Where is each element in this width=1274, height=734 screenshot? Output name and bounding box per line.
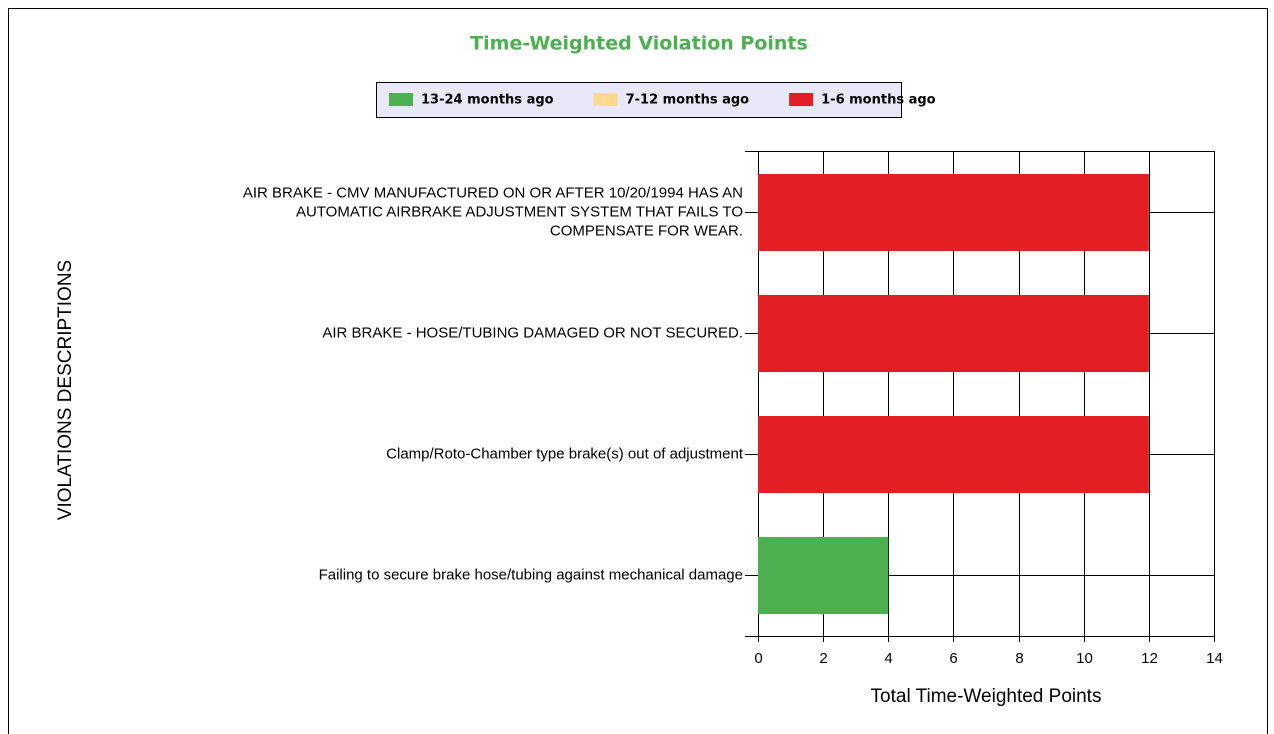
legend-label: 1-6 months ago [821, 93, 936, 108]
x-tick-label: 10 [1076, 650, 1093, 667]
bar [758, 174, 1149, 251]
frame [8, 8, 1268, 734]
x-tick-label: 8 [1015, 650, 1023, 667]
y-tick-label: Clamp/Roto-Chamber type brake(s) out of … [386, 445, 744, 462]
bar [758, 295, 1149, 372]
legend-label: 13-24 months ago [421, 93, 554, 108]
x-tick-label: 0 [754, 650, 762, 667]
x-axis-title: Total Time-Weighted Points [871, 686, 1102, 707]
x-tick-label: 14 [1206, 650, 1223, 667]
y-tick-label: AIR BRAKE - HOSE/TUBING DAMAGED OR NOT S… [322, 324, 743, 341]
x-tick-label: 2 [819, 650, 827, 667]
chart-title: Time-Weighted Violation Points [470, 33, 808, 55]
legend [376, 82, 902, 118]
x-tick-label: 6 [949, 650, 957, 667]
x-tick-label: 4 [884, 650, 892, 667]
legend-swatch [789, 93, 814, 106]
legend-swatch [389, 93, 413, 106]
y-axis-title: VIOLATIONS DESCRIPTIONS [55, 260, 76, 520]
legend-label: 7-12 months ago [626, 93, 750, 108]
y-tick-label: Failing to secure brake hose/tubing agai… [319, 566, 743, 583]
bar [758, 537, 889, 614]
y-tick-label: AIR BRAKE - CMV MANUFACTURED ON OR AFTER… [243, 184, 743, 239]
bar [758, 416, 1149, 493]
x-tick-label: 12 [1141, 650, 1158, 667]
legend-swatch [593, 93, 618, 106]
